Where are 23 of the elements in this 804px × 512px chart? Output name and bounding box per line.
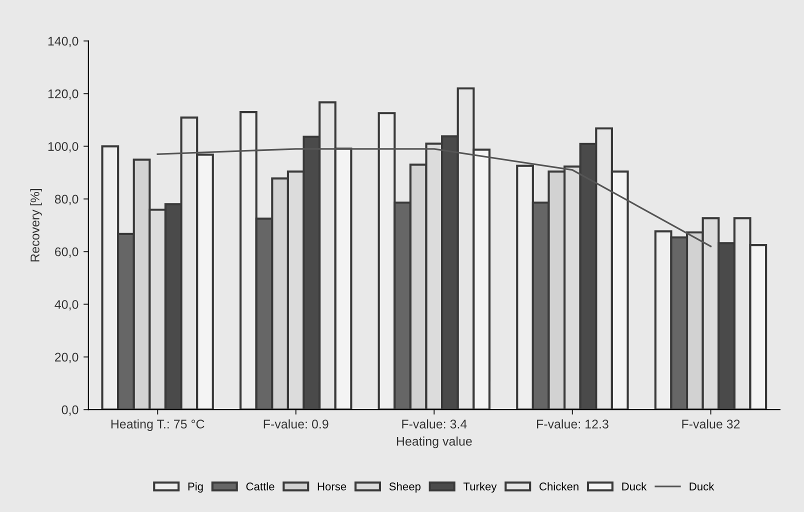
legend-label: Cattle bbox=[246, 482, 274, 490]
y-tick-label: 80,0 bbox=[54, 194, 78, 206]
legend-label: Turkey bbox=[463, 482, 497, 493]
y-axis-title: Recovery [%] bbox=[30, 189, 42, 262]
x-tick-label: Heating T.: 75 °C bbox=[111, 419, 204, 431]
y-tick-label: 60,0 bbox=[55, 247, 78, 258]
x-tick-label: F-value 32 bbox=[682, 419, 740, 429]
legend-label: Horse bbox=[318, 482, 346, 490]
y-tick-label: 100,0 bbox=[48, 142, 78, 152]
legend-label: Duck bbox=[690, 482, 714, 490]
x-tick-label: F-value: 0.9 bbox=[264, 419, 328, 429]
y-tick-label: 20,0 bbox=[55, 352, 78, 364]
x-tick-label: F-value: 12.3 bbox=[537, 419, 608, 429]
legend-label: Chicken bbox=[540, 482, 578, 490]
y-tick-label: 40,0 bbox=[54, 300, 78, 310]
y-tick-label: 140,0 bbox=[48, 36, 78, 48]
x-axis-title: Heating value bbox=[396, 436, 472, 448]
x-tick-label: F-value: 3.4 bbox=[402, 419, 467, 429]
legend-label: Sheep bbox=[389, 482, 421, 493]
y-tick-label: 120,0 bbox=[48, 89, 78, 100]
y-tick-label: 0,0 bbox=[62, 405, 78, 416]
legend-label: Pig bbox=[188, 482, 203, 493]
legend-label: Duck bbox=[622, 482, 647, 490]
